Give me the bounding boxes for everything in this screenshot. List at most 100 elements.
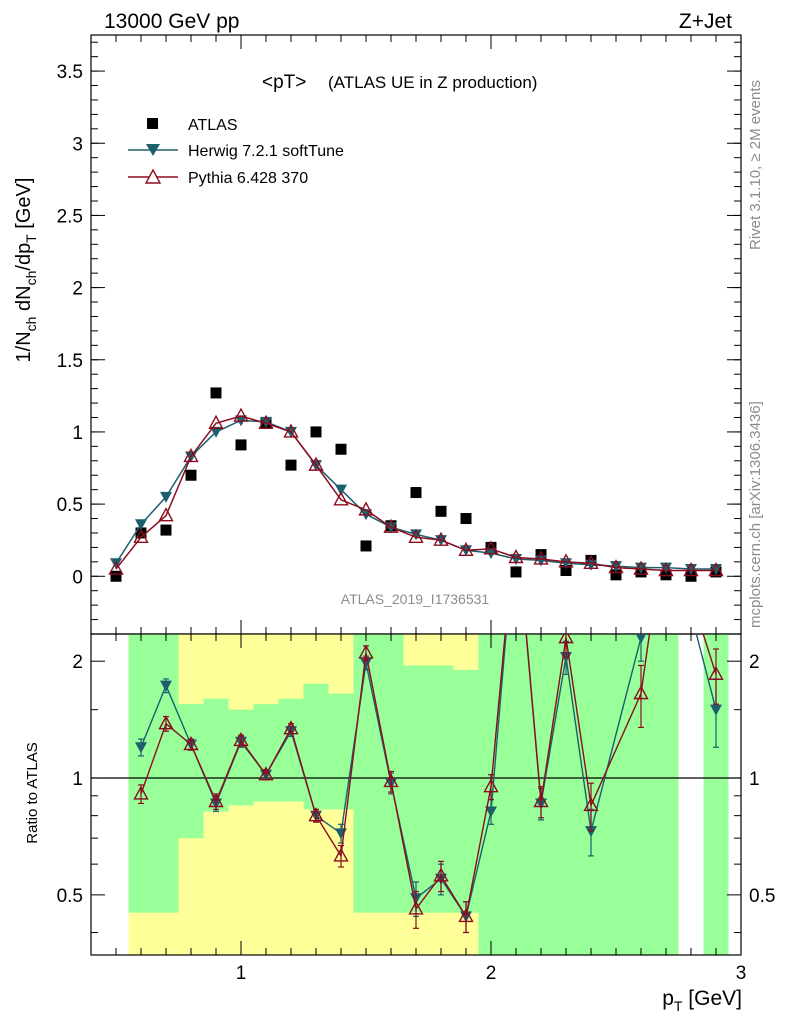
- ratio-pythia-point: [583, 796, 599, 812]
- main-ytick-label: 2: [72, 279, 83, 300]
- main-y-axis-label: 1/Nch dNch/dpT [GeV]: [13, 178, 39, 363]
- ratio-pythia-point: [258, 766, 274, 781]
- pythia-point: [633, 560, 649, 575]
- process-label: Z+Jet: [679, 10, 732, 33]
- main-ytick-label: 0: [72, 567, 83, 588]
- pythia-point: [483, 540, 499, 555]
- main-ytick-label: 2.5: [57, 206, 83, 227]
- ratio-band-inner: [453, 669, 479, 913]
- pythia-point: [158, 507, 174, 522]
- pythia-point: [233, 407, 249, 422]
- legend-marker-atlas: [147, 118, 158, 129]
- herwig-point: [660, 562, 672, 574]
- x-tick-label: 3: [736, 963, 747, 984]
- herwig-point: [335, 484, 347, 496]
- energy-label: 13000 GeV pp: [104, 10, 239, 33]
- legend-marker-pythia: [144, 168, 162, 184]
- herwig-point: [110, 558, 122, 570]
- ratio-pythia-point: [483, 778, 499, 793]
- main-ytick-label: 3.5: [57, 62, 83, 83]
- atlas-data-point: [110, 570, 122, 582]
- main-axes: 0 0.5 1 1.5 2 2.5 3 3.5: [57, 34, 742, 635]
- atlas-data-point: [435, 505, 447, 517]
- ratio-pythia-point: [458, 907, 474, 923]
- ratio-bands: [128, 634, 729, 955]
- ratio-pythia-point: [208, 793, 224, 808]
- ratio-herwig-point: [485, 806, 497, 818]
- ratio-pythia-point: [660, 510, 673, 522]
- ratio-band-inner: [303, 683, 329, 810]
- pythia-point: [608, 559, 624, 574]
- pythia-point: [508, 549, 524, 564]
- ratio-band-inner: [403, 665, 429, 913]
- ratio-ytick-label: 2: [72, 652, 83, 673]
- atlas-data-point: [335, 443, 347, 455]
- ratio-pythia-point: [633, 685, 649, 700]
- ratio-herwig-point: [160, 680, 172, 692]
- pythia-point: [333, 491, 349, 506]
- main-ytick-label: 0.5: [57, 495, 83, 516]
- ratio-pythia-point: [383, 772, 399, 788]
- series-line-2: [115, 415, 716, 572]
- ratio-ytick-label: 1: [72, 769, 83, 790]
- plot-subtitle: (ATLAS UE in Z production): [328, 73, 537, 92]
- pythia-point: [358, 501, 374, 516]
- pythia-point: [183, 447, 199, 463]
- atlas-data-point: [185, 469, 197, 481]
- mcplots-label: mcplots.cern.ch [arXiv:1306.3436]: [747, 401, 764, 628]
- pythia-point: [208, 414, 224, 429]
- main-ytick-label: 1: [72, 423, 83, 444]
- rivet-label: Rivet 3.1.10, ≥ 2M events: [747, 80, 764, 250]
- atlas-data-point: [285, 459, 297, 471]
- ratio-pythia-point: [408, 900, 424, 915]
- atlas-data-point: [235, 439, 247, 451]
- ratio-herwig-point: [710, 704, 722, 716]
- ratio-line-1: [140, 634, 717, 919]
- ratio-pythia-point: [708, 665, 724, 681]
- legend-marker-herwig: [146, 144, 160, 156]
- pythia-point: [383, 518, 399, 533]
- herwig-point: [635, 562, 647, 574]
- ratio-herwig-point: [660, 512, 672, 523]
- herwig-point: [710, 564, 722, 576]
- analysis-id: ATLAS_2019_I1736531: [341, 591, 490, 607]
- herwig-point: [210, 426, 222, 438]
- pythia-point: [433, 531, 449, 546]
- herwig-point: [685, 564, 697, 576]
- ratio-pythia-point: [358, 644, 374, 659]
- pythia-point: [308, 456, 324, 471]
- ratio-band-inner: [653, 634, 679, 955]
- main-series-layer: [108, 387, 724, 582]
- atlas-data-point: [135, 527, 147, 539]
- ratio-series-layer: [133, 510, 724, 934]
- atlas-data-point: [610, 569, 622, 581]
- atlas-data-point: [310, 426, 322, 438]
- ratio-pythia-point: [533, 793, 549, 808]
- pythia-point: [258, 414, 274, 429]
- ratio-pythia-point: [233, 731, 249, 747]
- legend: ATLAS Herwig 7.2.1 softTune Pythia 6.428…: [128, 117, 344, 187]
- herwig-point: [160, 491, 172, 503]
- pythia-point: [408, 528, 424, 543]
- ratio-band-inner: [253, 704, 279, 802]
- pythia-point: [133, 528, 149, 543]
- ratio-band-inner: [153, 634, 179, 913]
- x-tick-label: 2: [486, 963, 497, 984]
- herwig-point: [610, 561, 622, 573]
- atlas-data-point: [485, 541, 497, 553]
- pythia-point: [658, 562, 674, 577]
- atlas-data-point: [460, 513, 472, 525]
- main-ytick-label: 3: [72, 134, 83, 155]
- legend-label-herwig: Herwig 7.2.1 softTune: [188, 143, 344, 160]
- pythia-point: [683, 562, 699, 577]
- ratio-herwig-point: [135, 742, 147, 754]
- ratio-pythia-point: [183, 736, 199, 751]
- ratio-ytick-label-right: 2: [749, 652, 760, 673]
- ratio-pythia-point: [333, 847, 349, 862]
- pythia-point: [283, 423, 299, 438]
- ratio-pythia-point: [158, 715, 174, 730]
- plot-title: <pT>: [262, 72, 306, 93]
- ratio-y-axis-label: Ratio to ATLAS: [24, 742, 41, 843]
- ratio-pythia-point: [433, 867, 449, 882]
